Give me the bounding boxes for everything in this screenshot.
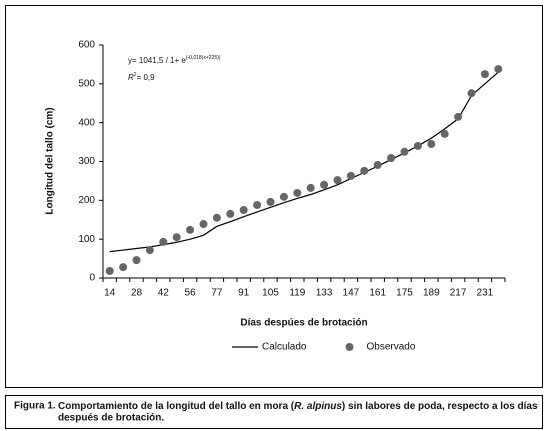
observed-point (199, 220, 208, 229)
x-tick-label: 161 (369, 288, 386, 299)
x-tick-label: 189 (423, 288, 440, 299)
y-tick-label: 500 (78, 78, 95, 89)
x-tick-label: 105 (262, 288, 279, 299)
figure-frame (5, 5, 543, 388)
caption-text-after: ) sin labores de poda, respecto a los dí… (342, 401, 538, 412)
observed-point (119, 263, 128, 272)
x-tick-label: 42 (158, 288, 170, 299)
observed-point (360, 166, 369, 175)
observed-point (279, 192, 288, 201)
observed-point (373, 160, 382, 169)
observed-point (306, 183, 315, 192)
y-tick-label: 400 (78, 117, 95, 128)
calculated-line (109, 71, 499, 253)
legend-label: Observado (366, 342, 415, 353)
legend-label: Calculado (262, 342, 307, 353)
caption-italic: R. alpinus (294, 401, 342, 412)
observed-point (253, 200, 262, 209)
r-squared: R2= 0,9 (128, 72, 155, 82)
x-tick-label: 91 (238, 288, 250, 299)
observed-point (132, 256, 141, 265)
observed-point (494, 65, 503, 74)
caption-text: Comportamiento de la longitud del tallo … (58, 401, 538, 412)
observed-point (105, 267, 114, 276)
x-tick-label: 231 (477, 288, 494, 299)
observed-point (413, 141, 422, 150)
observed-point (266, 197, 275, 206)
legend-dot (345, 343, 354, 351)
r2-label: R (128, 73, 134, 82)
observed-point (239, 206, 248, 215)
y-tick-label: 300 (78, 156, 95, 167)
equation: y= 1041,5 / 1+ e(-0,018(x+225)) (128, 55, 221, 65)
observed-point (387, 154, 396, 163)
observed-point (293, 188, 302, 197)
x-tick-label: 14 (104, 288, 116, 299)
x-tick-label: 217 (450, 288, 467, 299)
observed-point (320, 180, 329, 189)
observed-point (172, 233, 181, 242)
x-tick-label: 147 (343, 288, 360, 299)
r2-value: = 0,9 (137, 73, 156, 82)
y-tick-label: 600 (78, 40, 95, 51)
x-axis-title: Días despúes de brotación (240, 318, 367, 329)
equation-exponent: (-0,018(x+225)) (186, 55, 221, 61)
y-tick-label: 0 (89, 273, 95, 284)
observed-point (467, 89, 476, 98)
x-tick-label: 77 (211, 288, 223, 299)
x-tick-label: 28 (131, 288, 143, 299)
x-tick-label: 56 (185, 288, 197, 299)
observed-point (427, 140, 436, 149)
x-tick-label: 133 (316, 288, 333, 299)
equation-base: y= 1041,5 / 1+ e (128, 56, 186, 65)
observed-point (440, 129, 449, 138)
observed-point (212, 213, 221, 222)
caption-label: Figura 1. (14, 401, 56, 412)
observed-point (346, 171, 355, 180)
observed-point (480, 70, 489, 79)
y-tick-label: 100 (78, 234, 95, 245)
observed-point (454, 112, 463, 121)
y-axis-title: Longitud del tallo (cm) (45, 107, 56, 214)
r2-exponent: 2 (134, 72, 137, 78)
caption-line2: después de brotación. (58, 413, 164, 424)
x-tick-label: 119 (289, 288, 305, 299)
observed-point (226, 209, 235, 218)
x-tick-label: 175 (396, 288, 413, 299)
observed-point (159, 237, 168, 246)
observed-point (333, 176, 342, 185)
observed-point (400, 147, 409, 156)
observed-point (186, 225, 195, 234)
caption-text-before: Comportamiento de la longitud del tallo … (58, 401, 295, 412)
observed-point (145, 246, 154, 255)
caption-frame (5, 395, 543, 429)
y-tick-label: 200 (78, 195, 95, 206)
